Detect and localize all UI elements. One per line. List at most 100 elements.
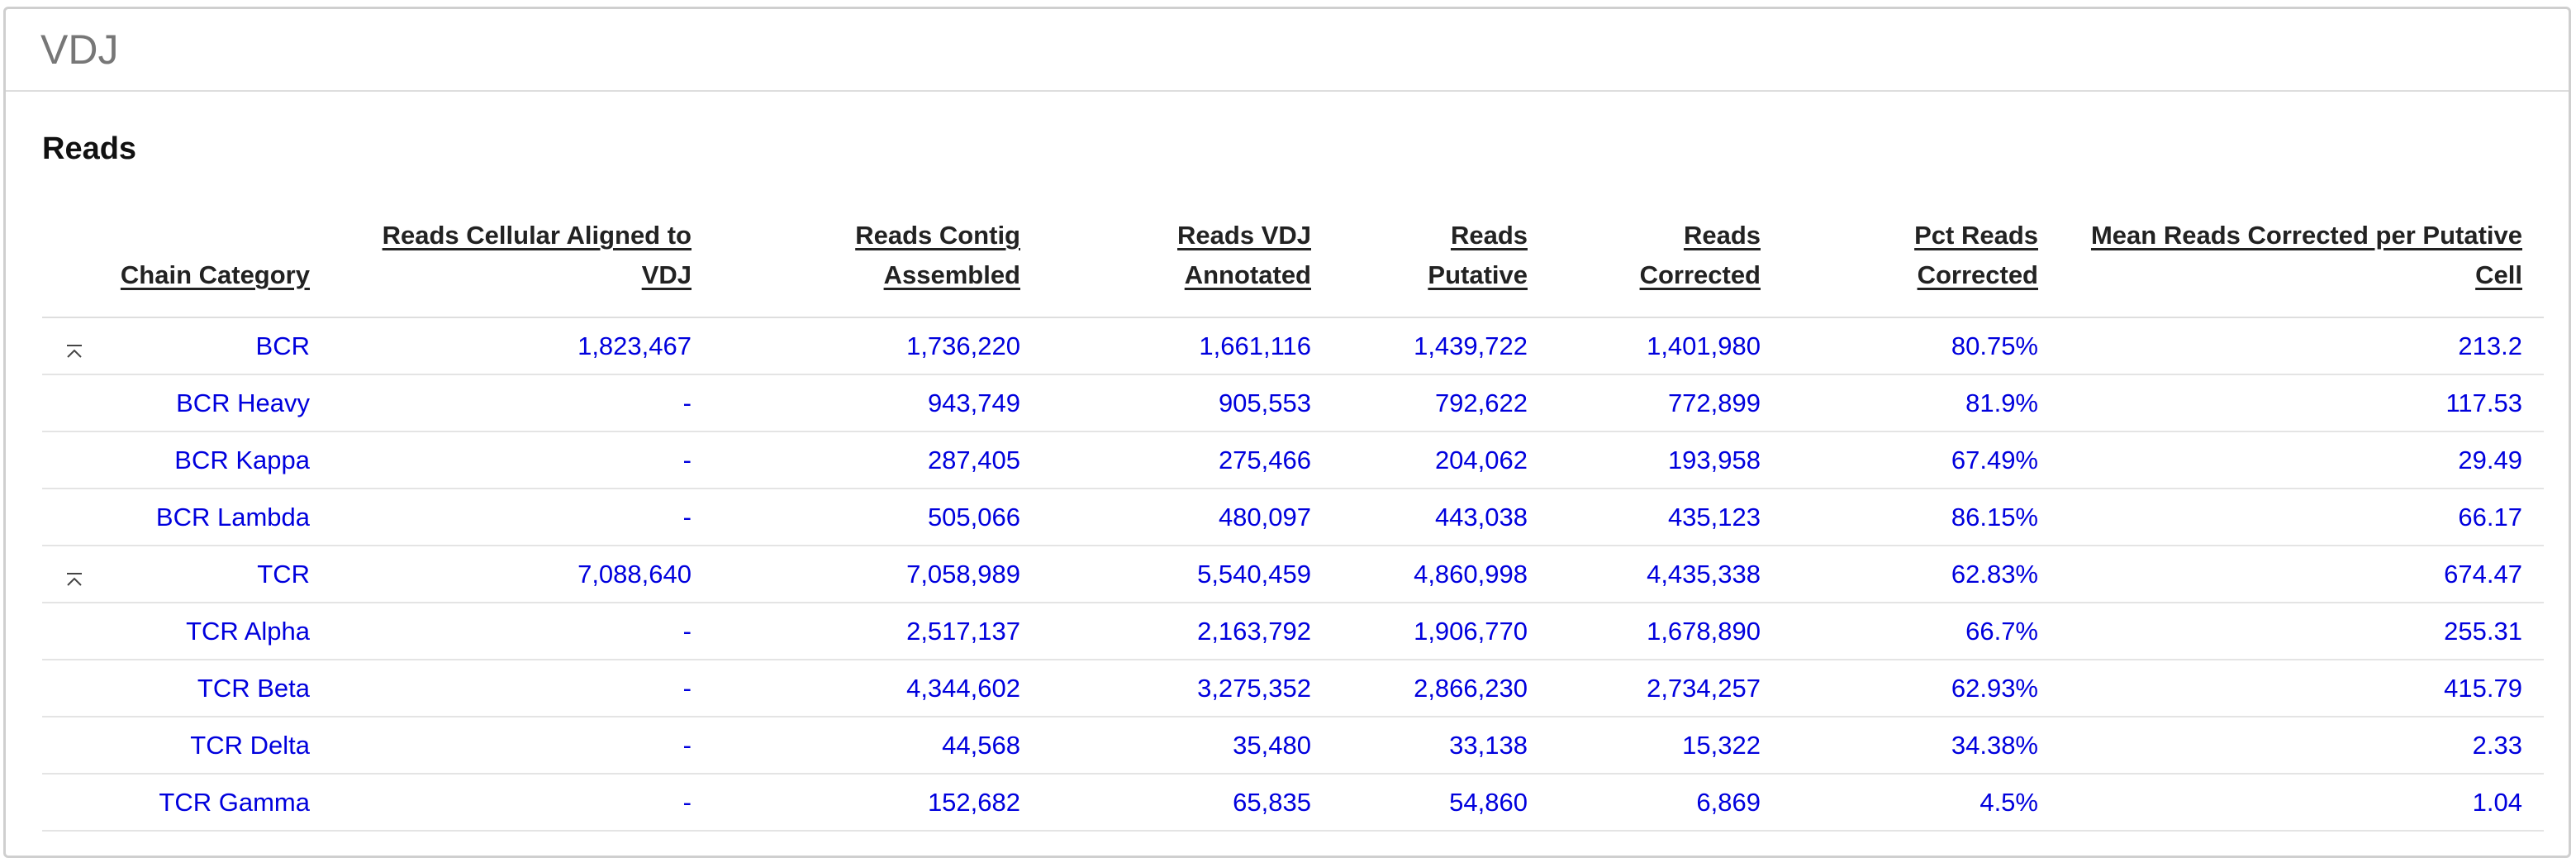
row-toggle-cell xyxy=(42,431,83,489)
cell-reads-contig-assembled: 287,405 xyxy=(713,431,1042,489)
cell-pct-reads-corrected: 34.38% xyxy=(1782,717,2060,775)
header-label: Mean Reads Corrected per Putative Cell xyxy=(2090,221,2522,289)
cell-reads-putative: 792,622 xyxy=(1333,374,1549,432)
table-row: TCR Delta - 44,568 35,480 33,138 15,322 … xyxy=(42,717,2544,775)
cell-chain-category[interactable]: BCR Heavy xyxy=(83,374,331,432)
table-header-row: Chain Category Reads Cellular Aligned to… xyxy=(42,207,2544,318)
cell-reads-corrected: 2,734,257 xyxy=(1549,660,1782,717)
header-label: Pct Reads Corrected xyxy=(1914,221,2038,289)
cell-reads-putative: 1,439,722 xyxy=(1333,317,1549,375)
cell-reads-corrected: 772,899 xyxy=(1549,374,1782,432)
cell-mean-reads-corrected: 29.49 xyxy=(2060,431,2544,489)
cell-pct-reads-corrected: 67.49% xyxy=(1782,431,2060,489)
cell-reads-putative: 33,138 xyxy=(1333,717,1549,775)
header-label: Reads VDJ Annotated xyxy=(1177,221,1311,289)
cell-reads-corrected: 15,322 xyxy=(1549,717,1782,775)
cell-reads-contig-assembled: 152,682 xyxy=(713,774,1042,832)
collapse-up-icon[interactable] xyxy=(65,338,83,359)
cell-mean-reads-corrected: 415.79 xyxy=(2060,660,2544,717)
header-reads-contig-assembled[interactable]: Reads Contig Assembled xyxy=(713,207,1042,318)
cell-reads-contig-assembled: 943,749 xyxy=(713,374,1042,432)
cell-chain-category[interactable]: BCR xyxy=(83,317,331,375)
header-mean-reads-corrected[interactable]: Mean Reads Corrected per Putative Cell xyxy=(2060,207,2544,318)
cell-chain-category[interactable]: BCR Lambda xyxy=(83,489,331,546)
cell-reads-cellular-aligned: - xyxy=(331,660,713,717)
row-toggle-cell xyxy=(42,374,83,432)
cell-reads-corrected: 6,869 xyxy=(1549,774,1782,832)
cell-mean-reads-corrected: 2.33 xyxy=(2060,717,2544,775)
cell-chain-category[interactable]: TCR xyxy=(83,546,331,603)
cell-reads-corrected: 435,123 xyxy=(1549,489,1782,546)
cell-chain-category[interactable]: TCR Gamma xyxy=(83,774,331,832)
cell-reads-putative: 1,906,770 xyxy=(1333,603,1549,660)
cell-mean-reads-corrected: 255.31 xyxy=(2060,603,2544,660)
cell-chain-category[interactable]: TCR Beta xyxy=(83,660,331,717)
cell-reads-contig-assembled: 505,066 xyxy=(713,489,1042,546)
cell-reads-cellular-aligned: 7,088,640 xyxy=(331,546,713,603)
table-row: BCR Kappa - 287,405 275,466 204,062 193,… xyxy=(42,431,2544,489)
table-row: BCR Heavy - 943,749 905,553 792,622 772,… xyxy=(42,374,2544,432)
cell-reads-cellular-aligned: - xyxy=(331,374,713,432)
cell-reads-putative: 443,038 xyxy=(1333,489,1549,546)
cell-mean-reads-corrected: 674.47 xyxy=(2060,546,2544,603)
cell-pct-reads-corrected: 4.5% xyxy=(1782,774,2060,832)
table-group-row: BCR 1,823,467 1,736,220 1,661,116 1,439,… xyxy=(42,317,2544,375)
header-pct-reads-corrected[interactable]: Pct Reads Corrected xyxy=(1782,207,2060,318)
cell-reads-contig-assembled: 4,344,602 xyxy=(713,660,1042,717)
cell-chain-category[interactable]: TCR Alpha xyxy=(83,603,331,660)
cell-pct-reads-corrected: 81.9% xyxy=(1782,374,2060,432)
cell-reads-cellular-aligned: - xyxy=(331,489,713,546)
cell-reads-contig-assembled: 44,568 xyxy=(713,717,1042,775)
cell-mean-reads-corrected: 66.17 xyxy=(2060,489,2544,546)
cell-reads-vdj-annotated: 275,466 xyxy=(1042,431,1333,489)
panel-title: VDJ xyxy=(40,26,119,73)
cell-chain-category[interactable]: BCR Kappa xyxy=(83,431,331,489)
header-reads-corrected[interactable]: Reads Corrected xyxy=(1549,207,1782,318)
header-reads-cellular-aligned[interactable]: Reads Cellular Aligned to VDJ xyxy=(331,207,713,318)
row-toggle-cell xyxy=(42,603,83,660)
cell-reads-vdj-annotated: 35,480 xyxy=(1042,717,1333,775)
header-label: Reads Putative xyxy=(1428,221,1528,289)
vdj-panel: VDJ Reads Chain Category Reads Cellular … xyxy=(3,7,2571,858)
reads-table-body: BCR 1,823,467 1,736,220 1,661,116 1,439,… xyxy=(42,317,2544,832)
cell-pct-reads-corrected: 62.93% xyxy=(1782,660,2060,717)
table-group-row: TCR 7,088,640 7,058,989 5,540,459 4,860,… xyxy=(42,546,2544,603)
cell-mean-reads-corrected: 117.53 xyxy=(2060,374,2544,432)
cell-reads-vdj-annotated: 905,553 xyxy=(1042,374,1333,432)
row-toggle-cell xyxy=(42,317,83,375)
header-reads-vdj-annotated[interactable]: Reads VDJ Annotated xyxy=(1042,207,1333,318)
cell-pct-reads-corrected: 66.7% xyxy=(1782,603,2060,660)
reads-table: Chain Category Reads Cellular Aligned to… xyxy=(42,207,2544,832)
cell-reads-corrected: 1,678,890 xyxy=(1549,603,1782,660)
header-label: Reads Contig Assembled xyxy=(855,221,1020,289)
row-toggle-cell xyxy=(42,489,83,546)
row-toggle-cell xyxy=(42,717,83,775)
cell-reads-vdj-annotated: 5,540,459 xyxy=(1042,546,1333,603)
cell-reads-cellular-aligned: - xyxy=(331,431,713,489)
cell-reads-cellular-aligned: 1,823,467 xyxy=(331,317,713,375)
table-row: TCR Gamma - 152,682 65,835 54,860 6,869 … xyxy=(42,774,2544,832)
header-label: Reads Corrected xyxy=(1639,221,1761,289)
header-reads-putative[interactable]: Reads Putative xyxy=(1333,207,1549,318)
header-label: Reads Cellular Aligned to VDJ xyxy=(382,221,692,289)
cell-reads-putative: 204,062 xyxy=(1333,431,1549,489)
table-row: TCR Alpha - 2,517,137 2,163,792 1,906,77… xyxy=(42,603,2544,660)
cell-reads-putative: 2,866,230 xyxy=(1333,660,1549,717)
collapse-up-icon[interactable] xyxy=(65,566,83,587)
header-chain-category[interactable]: Chain Category xyxy=(83,207,331,318)
table-row: BCR Lambda - 505,066 480,097 443,038 435… xyxy=(42,489,2544,546)
cell-pct-reads-corrected: 80.75% xyxy=(1782,317,2060,375)
header-toggle-spacer xyxy=(42,207,83,318)
cell-reads-vdj-annotated: 1,661,116 xyxy=(1042,317,1333,375)
cell-reads-corrected: 4,435,338 xyxy=(1549,546,1782,603)
cell-reads-corrected: 193,958 xyxy=(1549,431,1782,489)
cell-chain-category[interactable]: TCR Delta xyxy=(83,717,331,775)
cell-reads-vdj-annotated: 480,097 xyxy=(1042,489,1333,546)
row-toggle-cell xyxy=(42,546,83,603)
cell-reads-contig-assembled: 2,517,137 xyxy=(713,603,1042,660)
cell-reads-contig-assembled: 1,736,220 xyxy=(713,317,1042,375)
panel-header: VDJ xyxy=(6,9,2569,92)
cell-reads-cellular-aligned: - xyxy=(331,603,713,660)
cell-reads-cellular-aligned: - xyxy=(331,717,713,775)
cell-reads-contig-assembled: 7,058,989 xyxy=(713,546,1042,603)
